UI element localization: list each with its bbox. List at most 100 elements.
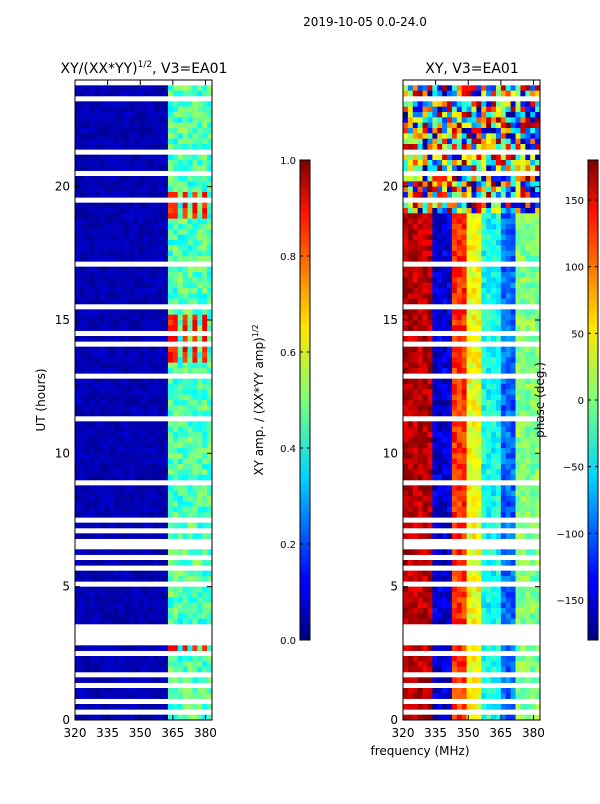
- amp-heat-cell: [129, 576, 134, 582]
- amp-heat-cell: [104, 379, 109, 385]
- phase-heat-cell: [486, 469, 491, 475]
- phase-heat-cell: [403, 395, 408, 401]
- amp-heat-cell: [153, 363, 158, 369]
- amp-heat-cell: [134, 181, 139, 187]
- amp-heat-cell: [109, 117, 114, 123]
- amp-heat-cell: [178, 485, 183, 491]
- amp-heat-cell: [95, 411, 100, 417]
- amp-title-tail: , V3=EA01: [152, 61, 227, 77]
- phase-heat-cell: [486, 336, 491, 342]
- phase-heat-cell: [423, 245, 428, 251]
- amp-heat-cell: [168, 656, 173, 662]
- amp-heat-cell: [202, 496, 207, 502]
- phase-heat-cell: [447, 496, 452, 502]
- phase-heat-cell: [442, 251, 447, 257]
- phase-heat-cell: [442, 139, 447, 145]
- amp-heat-cell: [192, 693, 197, 699]
- phase-heat-cell: [516, 128, 521, 134]
- phase-heat-cell: [462, 587, 467, 593]
- phase-heat-cell: [403, 389, 408, 395]
- amp-heat-cell: [197, 229, 202, 235]
- phase-heat-cell: [530, 139, 535, 145]
- amp-heat-cell: [85, 192, 90, 198]
- phase-heat-cell: [467, 576, 472, 582]
- phase-heat-cell: [511, 165, 516, 171]
- amp-heat-cell: [134, 101, 139, 107]
- phase-heat-cell: [472, 283, 477, 289]
- amp-heat-cell: [124, 315, 129, 321]
- phase-heat-cell: [432, 320, 437, 326]
- phase-heat-cell: [452, 240, 457, 246]
- amp-heat-cell: [148, 512, 153, 518]
- phase-heat-cell: [496, 560, 501, 566]
- amp-heat-cell: [153, 437, 158, 443]
- phase-heat-cell: [486, 645, 491, 651]
- amp-heat-cell: [90, 155, 95, 161]
- amp-heat-cell: [80, 357, 85, 363]
- amp-heat-cell: [134, 219, 139, 225]
- phase-heat-cell: [520, 123, 525, 129]
- phase-heat-cell: [467, 245, 472, 251]
- phase-heat-cell: [408, 496, 413, 502]
- amp-heat-cell: [183, 443, 188, 449]
- amp-heat-cell: [99, 85, 104, 91]
- amp-heat-cell: [85, 213, 90, 219]
- amp-heat-cell: [85, 267, 90, 273]
- amp-heat-cell: [80, 139, 85, 145]
- amp-heat-cell: [144, 107, 149, 113]
- amp-heat-cell: [202, 363, 207, 369]
- phase-heat-cell: [511, 613, 516, 619]
- phase-heat-cell: [511, 587, 516, 593]
- phase-heat-cell: [481, 357, 486, 363]
- phase-heat-cell: [467, 347, 472, 353]
- amp-heat-cell: [202, 587, 207, 593]
- amp-heat-cell: [144, 421, 149, 427]
- amp-heat-cell: [109, 507, 114, 513]
- phase-heat-cell: [525, 272, 530, 278]
- amp-heat-cell: [202, 288, 207, 294]
- amp-heat-cell: [80, 144, 85, 150]
- amp-heat-cell: [139, 619, 144, 625]
- amp-heat-cell: [90, 533, 95, 539]
- phase-heat-cell: [530, 603, 535, 609]
- amp-heat-cell: [134, 421, 139, 427]
- amp-heat-cell: [202, 235, 207, 241]
- amp-heat-cell: [80, 117, 85, 123]
- phase-heat-cell: [462, 459, 467, 465]
- amp-heat-cell: [129, 155, 134, 161]
- phase-heat-cell: [427, 443, 432, 449]
- amp-heat-cell: [99, 181, 104, 187]
- phase-heat-cell: [413, 181, 418, 187]
- phase-heat-cell: [457, 107, 462, 113]
- amp-heat-cell: [109, 464, 114, 470]
- amp-heat-cell: [104, 400, 109, 406]
- amp-heat-cell: [134, 320, 139, 326]
- amp-heat-cell: [124, 453, 129, 459]
- amp-heat-cell: [158, 267, 163, 273]
- amp-heat-cell: [114, 325, 119, 331]
- phase-heat-cell: [525, 187, 530, 193]
- amp-heat-cell: [119, 645, 124, 651]
- amp-heat-cell: [148, 549, 153, 555]
- amp-heat-cell: [173, 192, 178, 198]
- phase-heat-cell: [486, 587, 491, 593]
- phase-heat-cell: [437, 459, 442, 465]
- amp-heat-cell: [90, 592, 95, 598]
- amp-heat-cell: [85, 155, 90, 161]
- amp-heat-cell: [163, 400, 168, 406]
- phase-heat-cell: [413, 101, 418, 107]
- phase-heat-cell: [447, 133, 452, 139]
- amp-heat-cell: [197, 240, 202, 246]
- amp-heat-cell: [139, 363, 144, 369]
- phase-heat-cell: [413, 384, 418, 390]
- phase-heat-cell: [457, 549, 462, 555]
- amp-heat-cell: [109, 491, 114, 497]
- phase-heat-cell: [530, 592, 535, 598]
- phase-heat-cell: [462, 603, 467, 609]
- amp-heat-cell: [119, 405, 124, 411]
- phase-heat-cell: [447, 384, 452, 390]
- phase-heat-cell: [423, 608, 428, 614]
- phase-heat-cell: [447, 267, 452, 273]
- phase-heat-cell: [462, 107, 467, 113]
- amp-heat-cell: [173, 256, 178, 262]
